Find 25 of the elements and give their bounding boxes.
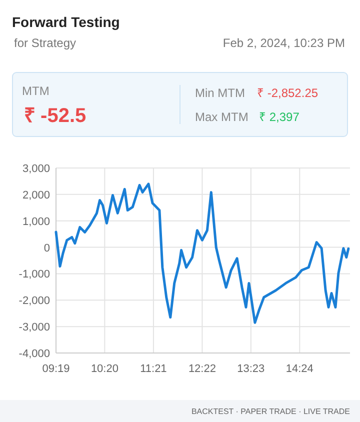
text: Feb 2, 2024, 10:23 PM <box>222 36 345 50</box>
x-tick-label: 09:19 <box>42 363 70 375</box>
text: BACKTEST · PAPER TRADE · LIVE TRADE <box>191 407 350 416</box>
x-tick-label: 14:24 <box>286 363 314 375</box>
text: MTM <box>22 84 50 98</box>
line-series <box>54 182 350 324</box>
x-tick-label: 12:22 <box>188 363 216 375</box>
text: Max MTM <box>195 110 248 124</box>
y-tick-label: -4,000 <box>18 348 50 360</box>
text: ₹ -52.5 <box>24 105 86 127</box>
y-tick-label: -3,000 <box>18 322 50 334</box>
y-tick-label: -2,000 <box>18 295 50 308</box>
y-tick-label: 2,000 <box>22 189 50 202</box>
y-tick-label: 3,000 <box>22 163 50 175</box>
x-tick-label: 10:20 <box>90 363 118 375</box>
y-tick-label: 1,000 <box>22 216 50 228</box>
text: ₹ -2,852.25 <box>257 86 318 100</box>
chart-title: Forward Testing <box>12 14 120 30</box>
y-tick-label: 0 <box>44 242 50 254</box>
x-tick-label: 13:23 <box>237 363 265 375</box>
chart-subtitle: for Strategy <box>14 36 76 50</box>
x-tick-label: 11:21 <box>140 363 167 375</box>
text: ₹ 2,397 <box>259 110 300 124</box>
text: Min MTM <box>195 86 245 100</box>
y-tick-label: -1,000 <box>18 268 50 281</box>
